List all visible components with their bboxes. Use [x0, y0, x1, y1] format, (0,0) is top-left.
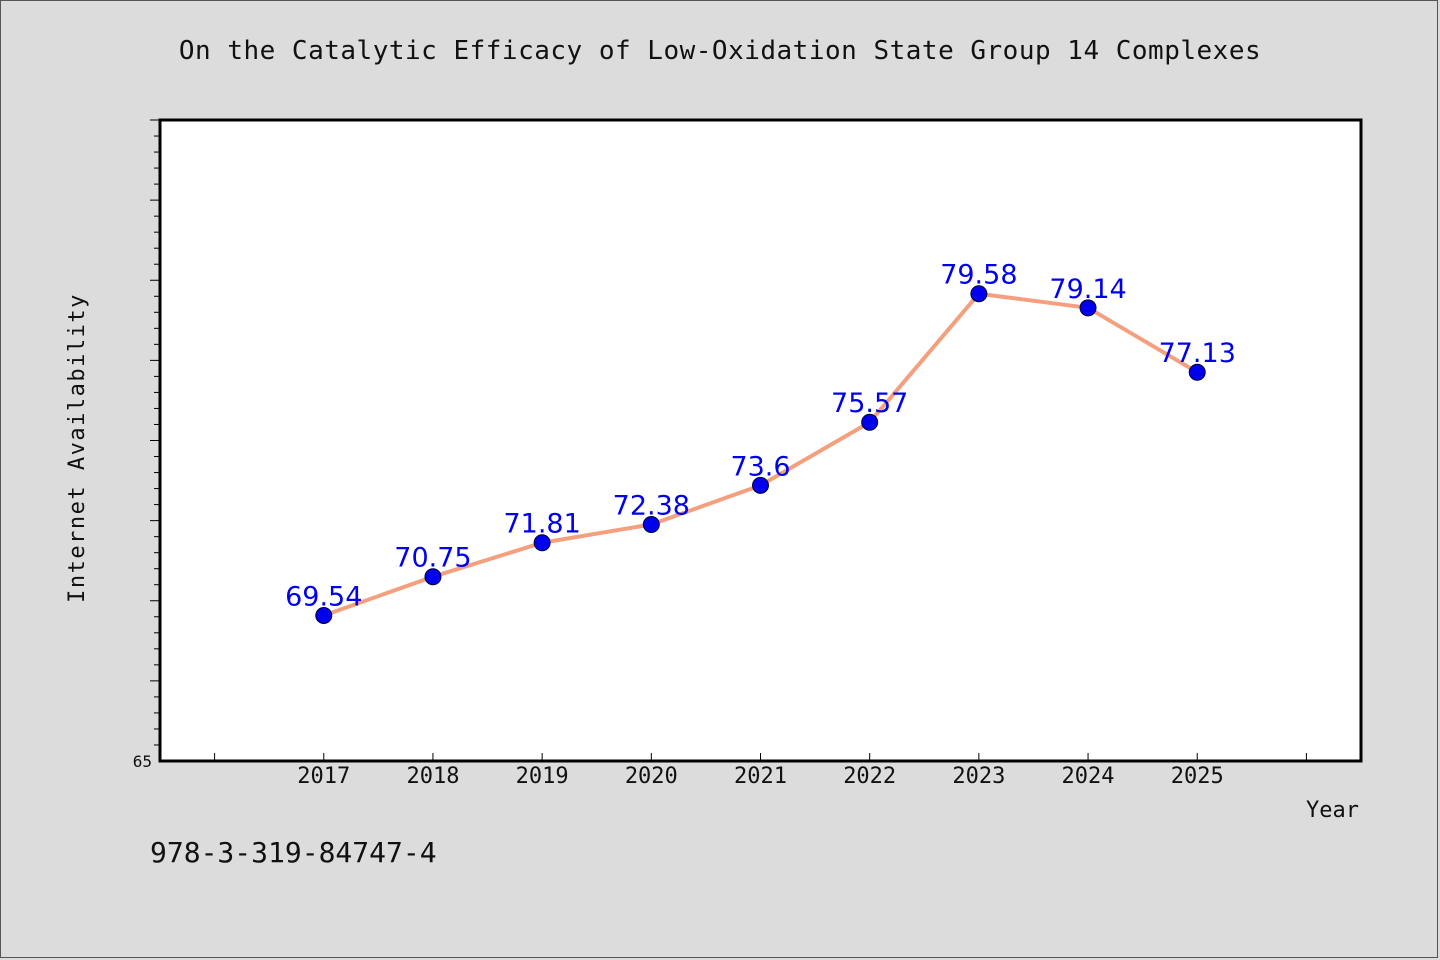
x-tick-label: 2018 — [406, 764, 459, 789]
data-point — [642, 515, 660, 533]
data-label: 72.38 — [613, 490, 690, 521]
x-axis-ticks: 2017 2018 2019 2020 2021 2022 2023 2024 2025 — [214, 753, 1307, 789]
x-tick-label: 2020 — [625, 764, 678, 789]
data-label: 75.57 — [831, 388, 908, 419]
data-label: 79.58 — [940, 260, 1017, 291]
x-tick-label: 2025 — [1171, 764, 1224, 789]
data-label: 70.75 — [394, 543, 471, 574]
x-tick-label: 2017 — [297, 764, 350, 789]
data-point — [752, 476, 769, 494]
plot-area — [158, 118, 1363, 763]
series-layer: 69.54 70.75 71.81 72.38 73.6 75.57 79.58 79.14 7… — [285, 260, 1236, 624]
x-tick-label: 2024 — [1062, 764, 1115, 789]
x-tick-label: 2022 — [843, 764, 896, 789]
data-label: 71.81 — [503, 509, 580, 540]
x-tick-label: 2021 — [734, 764, 787, 789]
y-axis-label: Internet Availability — [65, 293, 90, 603]
data-point — [861, 413, 879, 431]
data-label: 69.54 — [285, 581, 362, 612]
data-point — [424, 568, 442, 586]
data-point — [1079, 299, 1097, 317]
y-axis-ticks: 65 — [133, 119, 160, 771]
y-tick-label: 65 — [133, 752, 152, 771]
x-tick-label: 2019 — [516, 764, 569, 789]
data-point — [1188, 363, 1206, 381]
x-axis-label: Year — [1306, 798, 1359, 823]
data-label: 73.6 — [730, 451, 790, 482]
data-point — [533, 534, 551, 552]
data-label: 77.13 — [1159, 338, 1236, 369]
x-tick-label: 2023 — [952, 764, 1005, 789]
chart-title: On the Catalytic Efficacy of Low-Oxidati… — [178, 36, 1262, 66]
footnote-isbn: 978-3-319-84747-4 — [150, 836, 437, 869]
data-point — [970, 285, 988, 303]
data-label: 79.14 — [1049, 274, 1126, 305]
data-point — [315, 606, 333, 624]
